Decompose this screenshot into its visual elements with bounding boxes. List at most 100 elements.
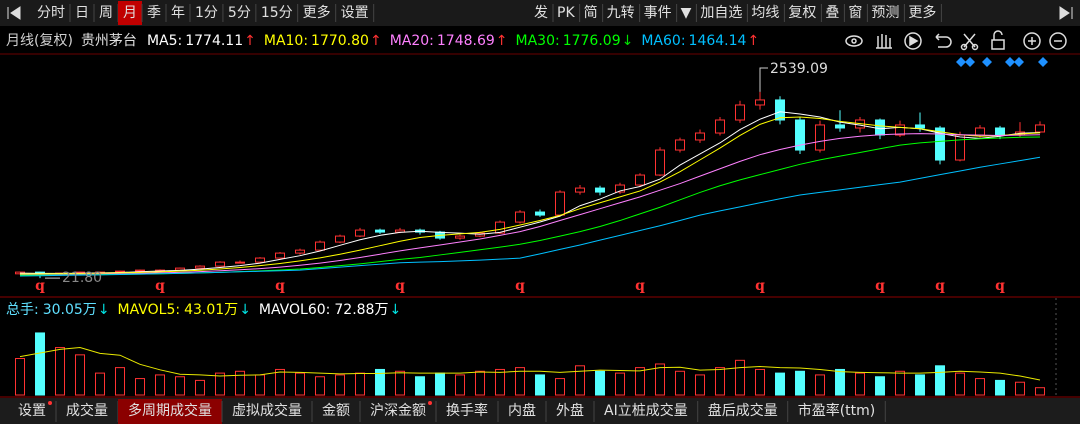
period-button[interactable]: 季 xyxy=(147,5,161,21)
candle-body xyxy=(735,104,745,121)
indicator-tab[interactable]: 金额 xyxy=(322,403,350,419)
toolbar-button[interactable]: 预测 xyxy=(871,5,899,21)
ma-value: 1464.14 xyxy=(689,33,747,49)
dividend-marker[interactable]: q xyxy=(875,278,885,294)
indicator-tab[interactable]: 多周期成交量 xyxy=(128,402,212,419)
period-button[interactable]: 5分 xyxy=(228,5,251,21)
indicator-tab[interactable]: AI立桩成交量 xyxy=(604,402,688,419)
dividend-marker[interactable]: q xyxy=(395,278,405,294)
volume-bar xyxy=(355,372,365,396)
moving-average-line xyxy=(19,156,1041,277)
indicator-tab[interactable]: 内盘 xyxy=(508,402,536,419)
event-diamond[interactable] xyxy=(1014,57,1024,67)
candle-body xyxy=(295,249,305,254)
dividend-marker[interactable]: q xyxy=(635,278,645,294)
indicator-tab[interactable]: 成交量 xyxy=(66,402,108,419)
dividend-marker[interactable]: q xyxy=(155,278,165,294)
undo-icon[interactable] xyxy=(935,33,952,48)
event-diamond[interactable] xyxy=(956,57,966,67)
hand-icon[interactable] xyxy=(876,34,892,49)
toolbar-button[interactable]: 窗 xyxy=(848,4,862,21)
ma-label: MA5: xyxy=(147,33,182,49)
volume-bar xyxy=(135,378,145,396)
indicator-tab[interactable]: 换手率 xyxy=(446,402,488,419)
dividend-marker[interactable]: q xyxy=(275,278,285,294)
moving-average-line xyxy=(19,133,1041,276)
play-icon[interactable] xyxy=(904,32,922,50)
toolbar-button[interactable]: 九转 xyxy=(607,5,635,21)
period-button[interactable]: 周 xyxy=(99,5,113,21)
prev-icon[interactable] xyxy=(7,6,21,20)
indicator-tab[interactable]: 盘后成交量 xyxy=(708,402,778,419)
volume-trend: ↓ xyxy=(98,302,110,318)
period-button[interactable]: 日 xyxy=(75,5,89,21)
volume-label: MAVOL60: xyxy=(259,302,330,318)
toolbar-button[interactable]: 叠 xyxy=(825,5,839,21)
volume-label: 总手: xyxy=(6,302,39,318)
dividend-marker[interactable]: q xyxy=(515,278,525,294)
candle-body xyxy=(595,187,605,193)
dividend-marker[interactable]: q xyxy=(755,278,765,294)
toolbar-button[interactable]: 加自选 xyxy=(700,5,742,21)
volume-bar xyxy=(915,374,925,396)
toolbar-button[interactable]: 发 xyxy=(534,5,548,21)
candle-body xyxy=(715,119,725,134)
dividend-marker[interactable]: q xyxy=(995,278,1005,294)
event-diamond[interactable] xyxy=(965,57,975,67)
candle-body xyxy=(575,187,585,193)
toolbar-button[interactable]: PK xyxy=(557,5,575,21)
tool-icons xyxy=(845,30,1067,51)
volume-bar xyxy=(695,374,705,396)
period-button[interactable]: 更多 xyxy=(303,4,331,21)
volume-bar xyxy=(175,376,185,396)
next-icon[interactable] xyxy=(1059,6,1073,20)
candle-body xyxy=(555,191,565,216)
chart-period: 月线(复权) xyxy=(6,32,73,49)
toolbar-button[interactable]: 简 xyxy=(584,4,598,21)
event-diamond[interactable] xyxy=(1038,57,1048,67)
toolbar-button[interactable]: 事件 xyxy=(644,5,672,21)
volume-bar xyxy=(1015,381,1025,396)
toolbar-bg xyxy=(0,0,1080,26)
toolbar-button[interactable]: 更多 xyxy=(908,4,936,21)
zoom-in-icon[interactable] xyxy=(1023,32,1041,50)
volume-bar xyxy=(55,347,65,396)
zoom-out-icon[interactable] xyxy=(1049,32,1067,50)
period-button[interactable]: 分时 xyxy=(37,5,65,21)
period-button[interactable]: 设置 xyxy=(341,5,369,21)
indicator-tab[interactable]: 设置 xyxy=(18,403,46,419)
volume-bar xyxy=(655,363,665,396)
indicator-tab[interactable]: 外盘 xyxy=(556,402,584,419)
period-button[interactable]: 1分 xyxy=(195,5,218,21)
period-button[interactable]: 月 xyxy=(123,5,137,21)
indicator-tab[interactable]: 市盈率(ttm) xyxy=(798,402,876,419)
indicator-tab[interactable]: 沪深金额 xyxy=(370,403,426,419)
lock-icon[interactable] xyxy=(991,39,1005,50)
period-button[interactable]: 年 xyxy=(171,5,185,21)
ma-label: MA60: xyxy=(641,33,685,49)
scissors-ring xyxy=(960,43,968,51)
dividend-marker[interactable]: q xyxy=(935,278,945,294)
candle-body xyxy=(315,241,325,251)
eye-icon[interactable] xyxy=(845,35,863,47)
ma-label: MA10: xyxy=(264,33,308,49)
ma-label: MA20: xyxy=(390,33,434,49)
volume-bar xyxy=(535,374,545,396)
indicator-tab[interactable]: 虚拟成交量 xyxy=(232,402,302,419)
period-button[interactable]: 15分 xyxy=(261,5,293,21)
ma-trend: ↑ xyxy=(370,33,382,49)
volume-bar xyxy=(875,376,885,396)
moving-average-line xyxy=(19,111,1041,274)
toolbar-button[interactable]: 均线 xyxy=(751,5,779,21)
toolbar-button[interactable]: ▼ xyxy=(681,5,692,21)
toolbar-button[interactable]: 复权 xyxy=(788,4,816,21)
volume-bar xyxy=(315,376,325,396)
volume-bar xyxy=(95,372,105,396)
event-diamond[interactable] xyxy=(982,57,992,67)
volume-bar xyxy=(975,378,985,396)
volume-bar xyxy=(615,372,625,396)
dividend-marker[interactable]: q xyxy=(35,278,45,294)
event-diamond[interactable] xyxy=(1005,57,1015,67)
